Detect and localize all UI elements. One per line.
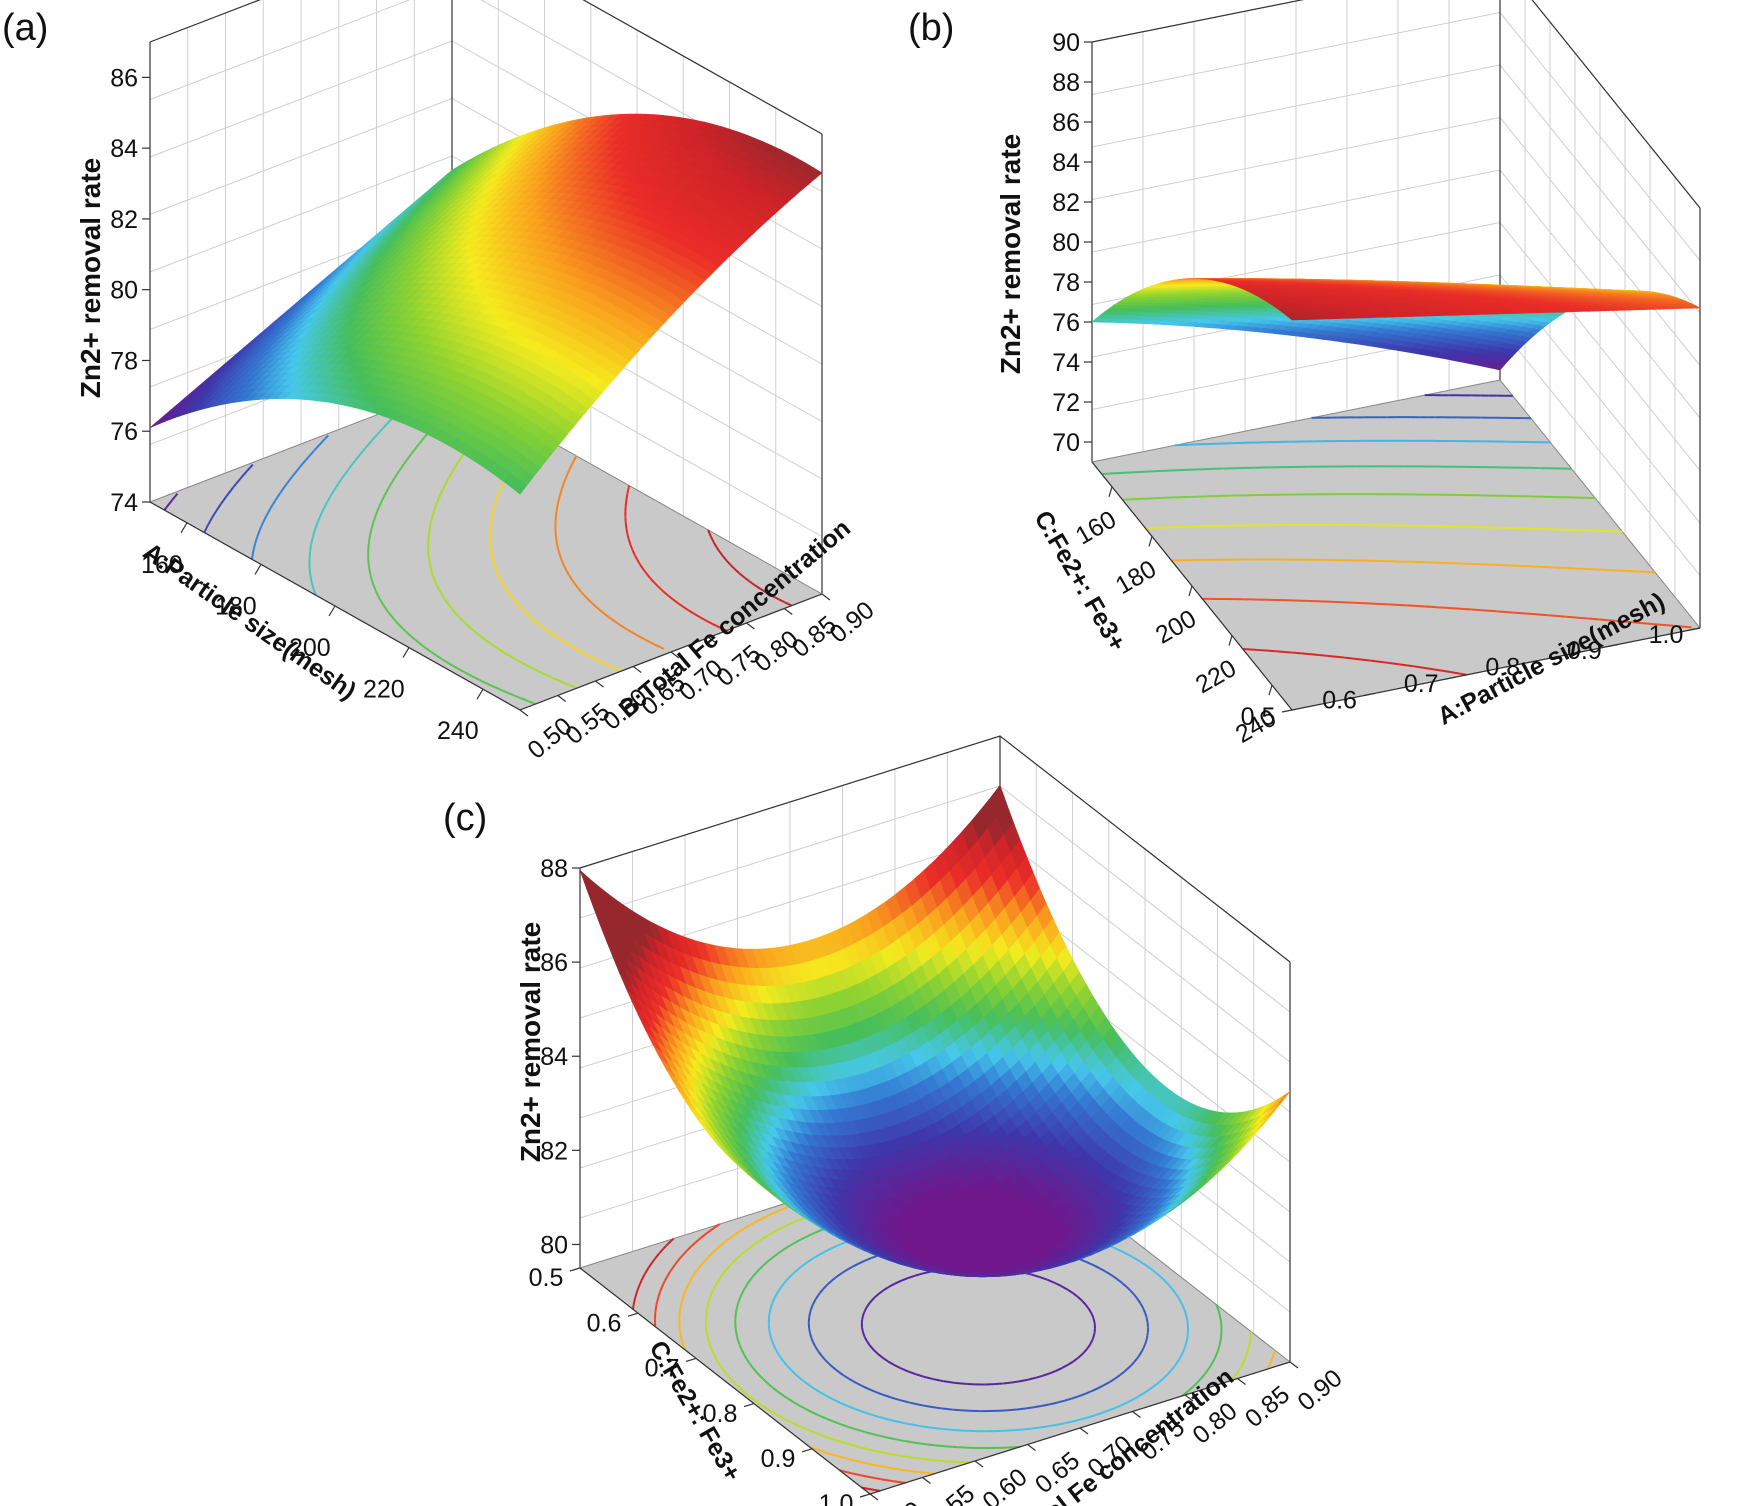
surface-plot-b: 70727476788082848688901601802002202400.5…: [908, 0, 1702, 749]
x-tick-label: 220: [1191, 654, 1241, 699]
y-tick-label: 0.5: [1241, 703, 1276, 731]
z-tick-label: 88: [1052, 69, 1080, 97]
y-tick-label: 0.85: [1240, 1380, 1295, 1433]
floor-contours: [163, 392, 793, 705]
y-tick-label: 0.6: [1322, 686, 1357, 714]
z-axis-ticks: 80 82 84 86 88: [540, 855, 580, 1259]
x-tick-label: 0.9: [761, 1445, 796, 1473]
panel-label: (c): [443, 797, 487, 839]
z-axis-title: Zn2+ removal rate: [515, 922, 546, 1162]
y-tick-label: 0.55: [925, 1479, 980, 1506]
z-tick-label: 82: [1052, 189, 1080, 217]
panel-label: (b): [908, 7, 954, 49]
response-surface: [1091, 278, 1702, 371]
z-tick-label: 80: [1052, 229, 1080, 257]
z-tick-label: 84: [540, 1043, 568, 1071]
z-tick-label: 80: [110, 277, 138, 305]
y-tick-label: 1.0: [1649, 621, 1684, 649]
z-tick-label: 74: [110, 489, 138, 517]
z-axis-title: Zn2+ removal rate: [75, 158, 106, 398]
z-tick-label: 70: [1052, 429, 1080, 457]
z-tick-label: 84: [1052, 149, 1080, 177]
floor-contours: [1101, 394, 1692, 676]
z-tick-label: 76: [1052, 309, 1080, 337]
panel-label: (a): [2, 7, 48, 49]
y-tick-label: 0.8: [1485, 654, 1520, 682]
y-tick-label: 0.9: [1567, 637, 1602, 665]
x-tick-label: 240: [437, 717, 479, 745]
x-tick-label: 180: [1111, 555, 1161, 600]
z-tick-label: 78: [110, 347, 138, 375]
x-tick-label: 220: [363, 676, 405, 704]
x-tick-label: 180: [215, 592, 257, 620]
z-axis-title: Zn2+ removal rate: [995, 134, 1026, 374]
z-tick-label: 90: [1052, 29, 1080, 57]
z-axis-ticks: 70 72 74 76 78 80 82 84 86 88 90: [1052, 29, 1092, 457]
z-tick-label: 86: [540, 949, 568, 977]
z-axis-ticks: 74 76 78 80 82 84 86: [110, 64, 150, 517]
x-tick-label: 0.5: [529, 1264, 564, 1292]
z-tick-label: 72: [1052, 389, 1080, 417]
surface-plot-c: 80 82 84 86 88 0.5 0.6 0.7 0.8 0.9 1.0 0.500.550.60…: [443, 735, 1348, 1506]
z-tick-label: 86: [1052, 109, 1080, 137]
x-tick-label: 200: [289, 634, 331, 662]
y-tick-label: 0.90: [1292, 1364, 1347, 1417]
x-tick-label: 200: [1151, 605, 1201, 650]
z-tick-label: 78: [1052, 269, 1080, 297]
x-tick-label: 160: [141, 551, 183, 579]
z-tick-label: 76: [110, 418, 138, 446]
z-tick-label: 74: [1052, 349, 1080, 377]
y-tick-label: 0.90: [824, 596, 879, 649]
x-tick-label: 1.0: [819, 1490, 854, 1506]
z-tick-label: 84: [110, 135, 138, 163]
z-tick-label: 82: [110, 206, 138, 234]
x-tick-label: 0.7: [645, 1355, 680, 1383]
y-tick-label: 0.60: [977, 1463, 1032, 1506]
y-tick-label: 0.7: [1404, 670, 1439, 698]
response-surface: [579, 784, 1291, 1278]
x-tick-label: 0.6: [587, 1309, 622, 1337]
z-tick-label: 80: [540, 1231, 568, 1259]
z-tick-label: 88: [540, 855, 568, 883]
y-tick-label: 0.50: [872, 1496, 927, 1506]
y-axis-ticks: 0.5 0.6 0.7 0.8 0.9 1.0: [1241, 621, 1701, 731]
x-tick-label: 0.8: [703, 1400, 738, 1428]
x-tick-label: 160: [1071, 505, 1121, 550]
x-axis-ticks: 160 180 200 220 240: [141, 522, 484, 745]
z-tick-label: 82: [540, 1137, 568, 1165]
response-surface: [149, 113, 823, 495]
floor-plane: [1091, 379, 1701, 711]
x-axis-ticks: 0.5 0.6 0.7 0.8 0.9 1.0: [529, 1264, 871, 1506]
z-tick-label: 86: [110, 64, 138, 92]
